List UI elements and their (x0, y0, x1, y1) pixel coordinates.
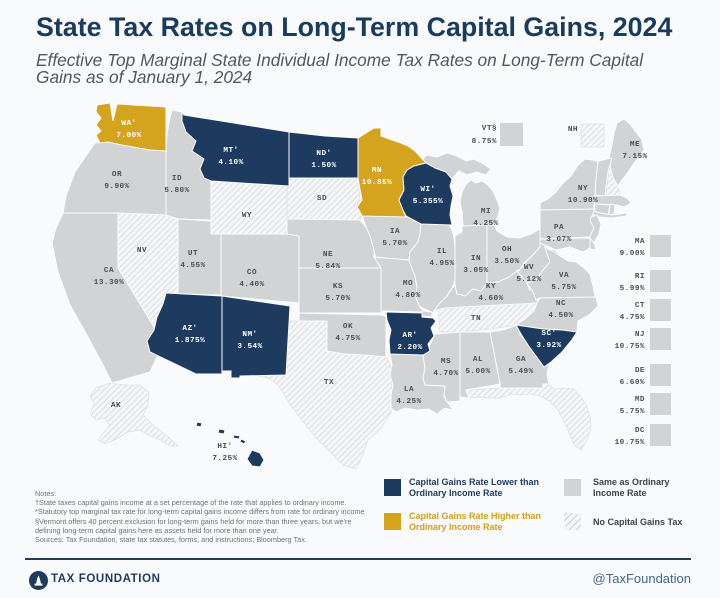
svg-text:UT: UT (188, 250, 198, 258)
svg-text:5.84%: 5.84% (315, 263, 340, 271)
svg-text:AL: AL (473, 356, 483, 364)
svg-text:AK: AK (111, 402, 121, 410)
svg-text:4.75%: 4.75% (620, 314, 645, 322)
svg-text:NM': NM' (242, 331, 257, 339)
svg-text:3.07%: 3.07% (546, 236, 571, 244)
svg-text:SC': SC' (541, 330, 556, 338)
svg-text:4.10%: 4.10% (218, 159, 243, 167)
svg-text:WA': WA' (121, 120, 136, 128)
svg-text:SD: SD (317, 195, 327, 203)
svg-text:8.75%: 8.75% (472, 138, 497, 146)
svg-text:GA: GA (516, 356, 526, 364)
svg-text:7.25%: 7.25% (212, 455, 237, 463)
svg-text:4.25%: 4.25% (473, 220, 498, 228)
svg-text:4.50%: 4.50% (548, 312, 573, 320)
svg-text:TN: TN (471, 315, 481, 323)
svg-text:NE: NE (323, 251, 333, 259)
svg-text:CO: CO (247, 269, 257, 277)
svg-text:5.355%: 5.355% (413, 198, 443, 206)
svg-text:5.00%: 5.00% (465, 368, 490, 376)
svg-text:IA: IA (390, 228, 400, 236)
svg-text:OK: OK (343, 323, 353, 331)
svg-text:RI: RI (635, 273, 645, 281)
svg-text:ID: ID (172, 175, 182, 183)
svg-text:WV: WV (524, 264, 534, 272)
svg-text:OR: OR (112, 171, 122, 179)
svg-text:TX: TX (324, 379, 334, 387)
svg-text:IN: IN (471, 255, 481, 263)
svg-text:DC: DC (635, 427, 645, 435)
svg-text:NH: NH (568, 126, 578, 134)
svg-text:NY: NY (578, 185, 588, 193)
svg-text:4.80%: 4.80% (395, 292, 420, 300)
svg-text:3.92%: 3.92% (536, 342, 561, 350)
svg-text:13.30%: 13.30% (94, 279, 124, 287)
svg-text:ME: ME (630, 141, 640, 149)
svg-text:7.00%: 7.00% (116, 132, 141, 140)
svg-text:2.20%: 2.20% (397, 344, 422, 352)
svg-text:9.00%: 9.00% (620, 250, 645, 258)
svg-text:1.50%: 1.50% (311, 162, 336, 170)
svg-text:4.75%: 4.75% (335, 335, 360, 343)
svg-text:WI': WI' (420, 186, 435, 194)
svg-text:VA: VA (559, 272, 569, 280)
svg-text:5.12%: 5.12% (516, 276, 541, 284)
svg-text:IL: IL (437, 248, 447, 256)
svg-text:KS: KS (333, 283, 343, 291)
svg-text:5.75%: 5.75% (620, 408, 645, 416)
svg-text:4.25%: 4.25% (396, 398, 421, 406)
svg-text:VT§: VT§ (482, 125, 497, 133)
svg-text:4.40%: 4.40% (239, 281, 264, 289)
svg-text:5.80%: 5.80% (164, 187, 189, 195)
svg-text:9.90%: 9.90% (104, 183, 129, 191)
svg-text:3.54%: 3.54% (237, 343, 262, 351)
svg-text:4.60%: 4.60% (478, 295, 503, 303)
svg-text:7.15%: 7.15% (622, 153, 647, 161)
svg-text:1.875%: 1.875% (175, 337, 205, 345)
svg-text:NV: NV (137, 247, 147, 255)
svg-text:DE: DE (635, 367, 645, 375)
svg-text:MT': MT' (223, 147, 238, 155)
svg-text:WY: WY (242, 212, 252, 220)
svg-text:10.90%: 10.90% (568, 197, 598, 205)
svg-text:5.70%: 5.70% (325, 295, 350, 303)
svg-text:10.75%: 10.75% (615, 439, 645, 447)
svg-text:MS: MS (441, 358, 451, 366)
svg-text:MA: MA (635, 238, 645, 246)
svg-text:3.05%: 3.05% (463, 267, 488, 275)
svg-text:5.49%: 5.49% (508, 368, 533, 376)
svg-text:3.50%: 3.50% (494, 258, 519, 266)
svg-text:LA: LA (404, 386, 414, 394)
svg-text:KY: KY (486, 283, 496, 291)
svg-text:HI': HI' (217, 443, 232, 451)
svg-text:OH: OH (502, 246, 512, 254)
svg-text:4.95%: 4.95% (429, 260, 454, 268)
svg-text:MD: MD (635, 396, 645, 404)
svg-text:CT: CT (635, 302, 645, 310)
svg-text:5.99%: 5.99% (620, 285, 645, 293)
svg-text:MI: MI (481, 208, 491, 216)
svg-text:PA: PA (554, 224, 564, 232)
svg-text:CA: CA (104, 267, 114, 275)
svg-text:MO: MO (403, 280, 413, 288)
svg-text:5.70%: 5.70% (382, 240, 407, 248)
svg-text:MN: MN (372, 167, 382, 175)
svg-text:10.85%: 10.85% (362, 179, 392, 187)
svg-text:AR': AR' (402, 332, 417, 340)
svg-text:4.55%: 4.55% (180, 262, 205, 270)
svg-text:NJ: NJ (635, 331, 645, 339)
svg-text:NC: NC (556, 300, 566, 308)
svg-text:6.60%: 6.60% (620, 379, 645, 387)
svg-text:AZ': AZ' (182, 325, 197, 333)
svg-text:10.75%: 10.75% (615, 343, 645, 351)
svg-text:ND': ND' (316, 150, 331, 158)
svg-text:5.75%: 5.75% (551, 284, 576, 292)
svg-text:4.70%: 4.70% (433, 370, 458, 378)
